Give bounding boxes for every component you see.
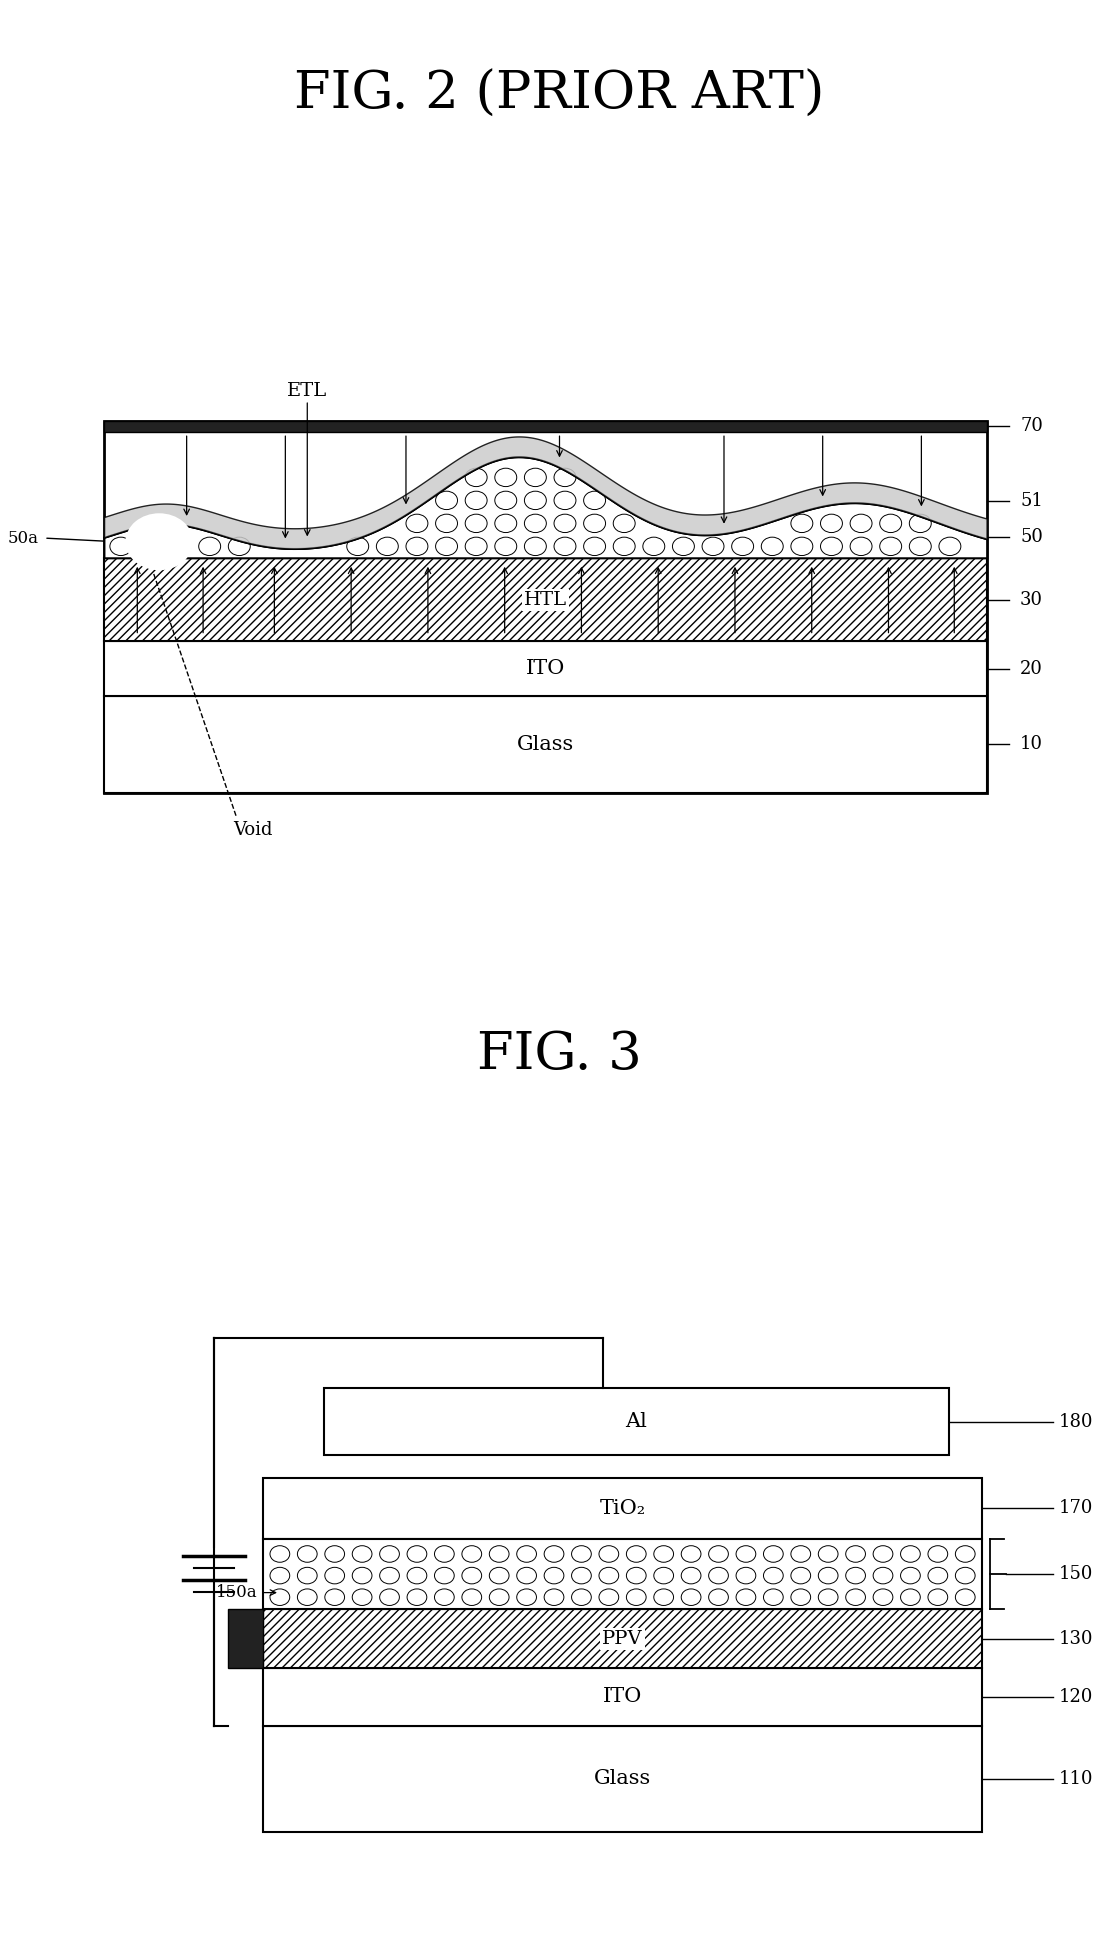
Text: 30: 30 — [1021, 591, 1043, 608]
Text: Void: Void — [233, 820, 272, 839]
Polygon shape — [104, 422, 987, 433]
Text: 110: 110 — [1059, 1770, 1093, 1788]
Polygon shape — [104, 641, 987, 696]
Text: 50: 50 — [1021, 528, 1043, 546]
Text: 10: 10 — [1021, 736, 1043, 754]
Text: Glass: Glass — [594, 1770, 651, 1788]
Text: ETL: ETL — [288, 383, 328, 400]
Text: ITO: ITO — [526, 659, 565, 678]
Text: FIG. 3: FIG. 3 — [477, 1030, 642, 1080]
Polygon shape — [263, 1609, 981, 1667]
Polygon shape — [263, 1667, 981, 1725]
Text: 180: 180 — [1059, 1413, 1093, 1430]
Text: 150a: 150a — [216, 1584, 257, 1601]
Text: 50a: 50a — [8, 530, 38, 546]
Text: 70: 70 — [1021, 418, 1043, 435]
Text: FIG. 2 (PRIOR ART): FIG. 2 (PRIOR ART) — [294, 68, 825, 120]
Text: HTL: HTL — [524, 591, 567, 608]
Text: 130: 130 — [1059, 1630, 1093, 1648]
Text: PPV: PPV — [602, 1630, 643, 1648]
Text: 120: 120 — [1059, 1688, 1093, 1706]
Polygon shape — [263, 1725, 981, 1832]
Polygon shape — [323, 1389, 949, 1455]
Text: 170: 170 — [1059, 1500, 1093, 1517]
Text: 20: 20 — [1021, 659, 1043, 678]
Polygon shape — [104, 437, 987, 550]
Polygon shape — [104, 558, 987, 641]
Text: ITO: ITO — [603, 1687, 642, 1706]
Circle shape — [126, 515, 192, 569]
Polygon shape — [263, 1539, 981, 1609]
Text: Al: Al — [626, 1413, 647, 1432]
Polygon shape — [104, 696, 987, 793]
Text: TiO₂: TiO₂ — [600, 1498, 646, 1517]
Text: Glass: Glass — [517, 734, 574, 754]
Text: 51: 51 — [1021, 492, 1043, 509]
Polygon shape — [263, 1479, 981, 1539]
Polygon shape — [104, 457, 987, 558]
Text: 150: 150 — [1059, 1566, 1093, 1584]
Polygon shape — [228, 1609, 263, 1667]
